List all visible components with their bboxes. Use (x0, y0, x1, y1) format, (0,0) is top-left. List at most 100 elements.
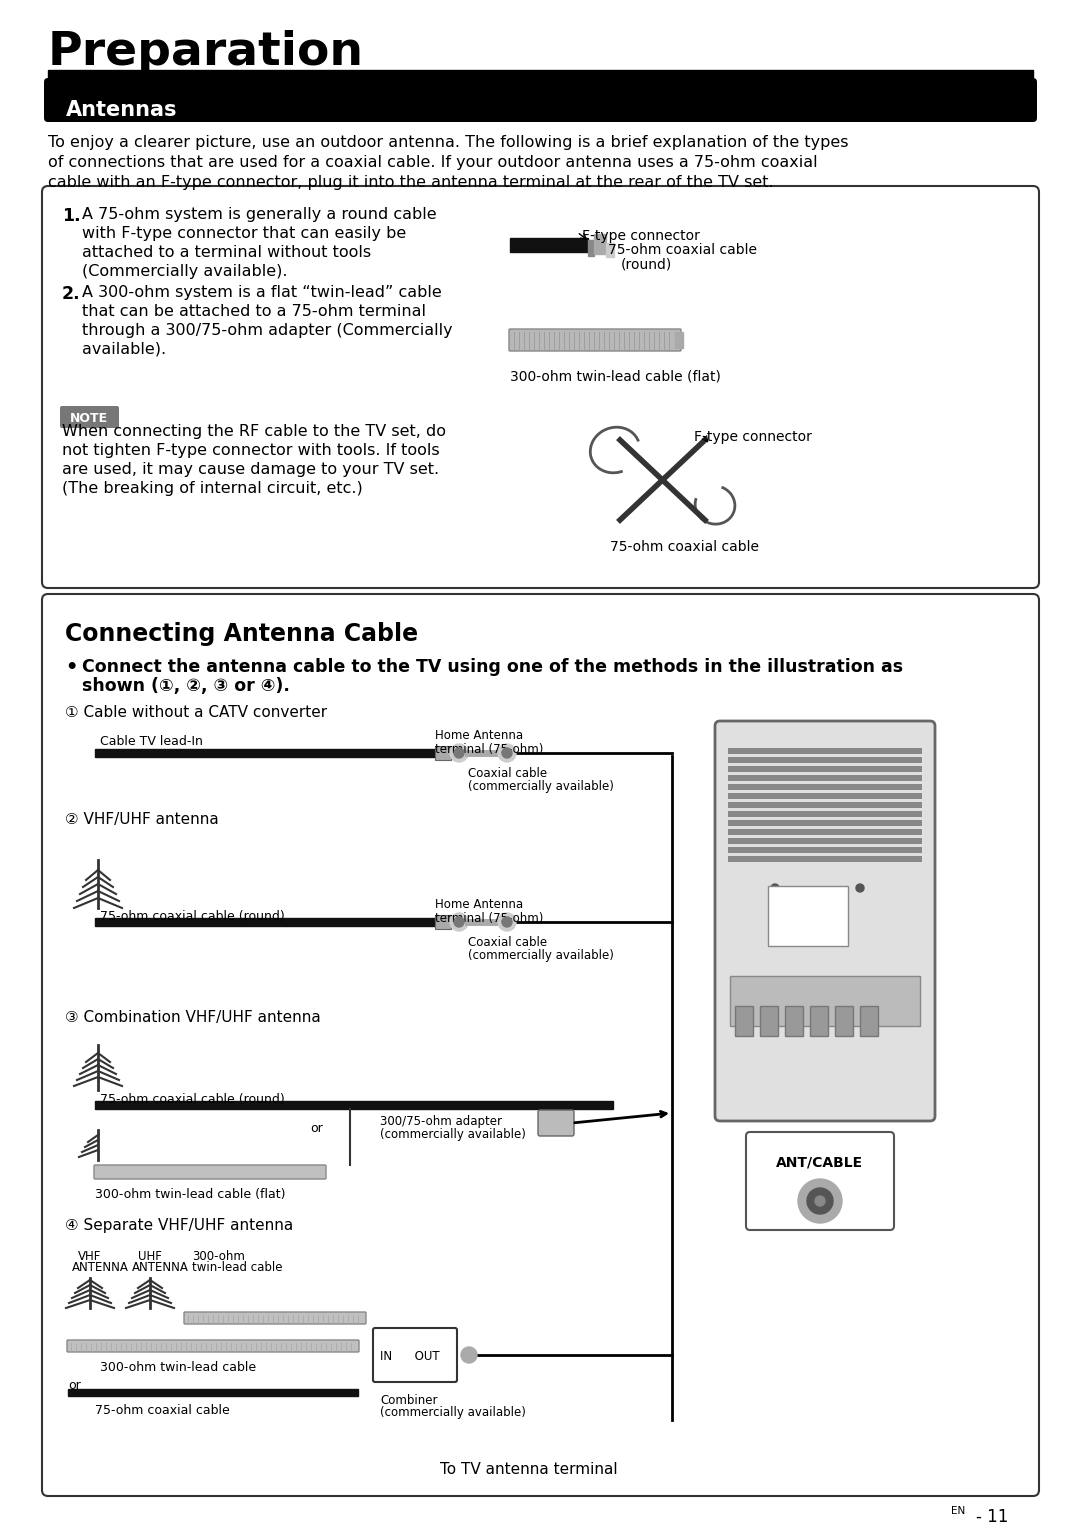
Bar (435, 915, 451, 928)
Text: 75-ohm coaxial cable: 75-ohm coaxial cable (95, 1403, 230, 1417)
Text: with F-type connector that can easily be: with F-type connector that can easily be (82, 227, 406, 241)
FancyBboxPatch shape (715, 722, 935, 1121)
Text: To enjoy a clearer picture, use an outdoor antenna. The following is a brief exp: To enjoy a clearer picture, use an outdo… (48, 135, 849, 150)
Text: through a 300/75-ohm adapter (Commercially: through a 300/75-ohm adapter (Commercial… (82, 323, 453, 339)
Text: Home Antenna: Home Antenna (435, 898, 523, 912)
Text: F-type connector: F-type connector (694, 430, 812, 444)
Bar (675, 332, 683, 348)
Bar (728, 829, 922, 835)
Bar (728, 847, 922, 853)
Bar (594, 234, 606, 254)
Bar (785, 1007, 804, 1036)
Circle shape (454, 918, 464, 927)
Text: Cable TV lead-In: Cable TV lead-In (100, 735, 203, 748)
Text: VHF: VHF (78, 1250, 102, 1262)
Text: (Commercially available).: (Commercially available). (82, 264, 287, 279)
Circle shape (461, 1347, 477, 1363)
Bar (730, 976, 920, 1026)
FancyBboxPatch shape (67, 1340, 359, 1353)
Bar (728, 794, 922, 800)
Bar (728, 810, 922, 817)
Text: 300/75-ohm adapter: 300/75-ohm adapter (380, 1115, 502, 1128)
Text: Coaxial cable: Coaxial cable (468, 768, 548, 780)
Text: (commercially available): (commercially available) (468, 780, 613, 794)
Bar (728, 784, 922, 791)
Text: that can be attached to a 75-ohm terminal: that can be attached to a 75-ohm termina… (82, 303, 426, 319)
Text: A 300-ohm system is a flat “twin-lead” cable: A 300-ohm system is a flat “twin-lead” c… (82, 285, 442, 300)
Text: EN: EN (950, 1506, 966, 1517)
Bar (728, 748, 922, 754)
Text: terminal (75-ohm): terminal (75-ohm) (435, 743, 543, 755)
Text: ① Cable without a CATV converter: ① Cable without a CATV converter (65, 705, 327, 720)
Text: or: or (68, 1379, 81, 1393)
FancyBboxPatch shape (509, 329, 681, 351)
Text: (round): (round) (621, 257, 672, 273)
Text: (commercially available): (commercially available) (380, 1128, 526, 1141)
Bar (588, 241, 594, 256)
Circle shape (502, 748, 512, 758)
Text: ② VHF/UHF antenna: ② VHF/UHF antenna (65, 812, 219, 827)
Text: ③ Combination VHF/UHF antenna: ③ Combination VHF/UHF antenna (65, 1010, 321, 1025)
Text: 300-ohm twin-lead cable (flat): 300-ohm twin-lead cable (flat) (95, 1187, 285, 1201)
Circle shape (856, 884, 864, 892)
Text: 75-ohm coaxial cable: 75-ohm coaxial cable (608, 244, 757, 257)
Text: UHF: UHF (138, 1250, 162, 1262)
Bar (95, 749, 435, 757)
Text: To TV antenna terminal: To TV antenna terminal (440, 1462, 618, 1477)
Text: A 75-ohm system is generally a round cable: A 75-ohm system is generally a round cab… (82, 207, 436, 222)
Bar (728, 856, 922, 863)
Text: of connections that are used for a coaxial cable. If your outdoor antenna uses a: of connections that are used for a coaxi… (48, 155, 818, 170)
Text: IN      OUT: IN OUT (380, 1350, 440, 1363)
Text: (commercially available): (commercially available) (468, 948, 613, 962)
Circle shape (450, 745, 468, 761)
Text: 75-ohm coaxial cable (round): 75-ohm coaxial cable (round) (100, 910, 285, 922)
Bar (606, 244, 615, 257)
Bar (768, 885, 848, 945)
Text: 75-ohm coaxial cable (round): 75-ohm coaxial cable (round) (100, 1092, 285, 1106)
Circle shape (498, 745, 516, 761)
Bar (728, 757, 922, 763)
FancyBboxPatch shape (60, 406, 119, 427)
Text: Antennas: Antennas (66, 100, 177, 119)
Text: terminal (75-ohm): terminal (75-ohm) (435, 912, 543, 925)
Text: NOTE: NOTE (70, 412, 108, 424)
Text: 300-ohm twin-lead cable: 300-ohm twin-lead cable (100, 1360, 256, 1374)
FancyBboxPatch shape (42, 185, 1039, 588)
Text: 300-ohm: 300-ohm (192, 1250, 245, 1262)
Text: 1.: 1. (62, 207, 81, 225)
Bar (835, 1007, 853, 1036)
FancyBboxPatch shape (746, 1132, 894, 1230)
Bar (728, 766, 922, 772)
Circle shape (498, 913, 516, 931)
FancyBboxPatch shape (538, 1111, 573, 1137)
Circle shape (807, 1187, 833, 1213)
Bar (728, 838, 922, 844)
Text: Coaxial cable: Coaxial cable (468, 936, 548, 948)
Bar (728, 820, 922, 826)
Bar (860, 1007, 878, 1036)
Text: - 11: - 11 (976, 1507, 1009, 1526)
Bar (95, 918, 435, 925)
Text: Home Antenna: Home Antenna (435, 729, 523, 741)
Text: When connecting the RF cable to the TV set, do: When connecting the RF cable to the TV s… (62, 424, 446, 440)
Circle shape (771, 884, 779, 892)
Circle shape (815, 1196, 825, 1206)
Bar (48, 70, 1032, 78)
Text: 2.: 2. (62, 285, 81, 303)
Text: ANTENNA: ANTENNA (132, 1261, 189, 1275)
Text: ④ Separate VHF/UHF antenna: ④ Separate VHF/UHF antenna (65, 1218, 294, 1233)
Text: twin-lead cable: twin-lead cable (192, 1261, 283, 1275)
Text: (commercially available): (commercially available) (380, 1406, 526, 1419)
Text: attached to a terminal without tools: attached to a terminal without tools (82, 245, 372, 260)
Bar (760, 1007, 778, 1036)
Text: •: • (65, 659, 78, 677)
Text: 300-ohm twin-lead cable (flat): 300-ohm twin-lead cable (flat) (510, 371, 720, 385)
Bar (728, 775, 922, 781)
Text: are used, it may cause damage to your TV set.: are used, it may cause damage to your TV… (62, 463, 440, 476)
Circle shape (502, 918, 512, 927)
Text: not tighten F-type connector with tools. If tools: not tighten F-type connector with tools.… (62, 443, 440, 458)
Bar (810, 1007, 828, 1036)
Bar (735, 1007, 753, 1036)
Text: cable with an F-type connector, plug it into the antenna terminal at the rear of: cable with an F-type connector, plug it … (48, 175, 773, 190)
FancyBboxPatch shape (44, 78, 1037, 123)
